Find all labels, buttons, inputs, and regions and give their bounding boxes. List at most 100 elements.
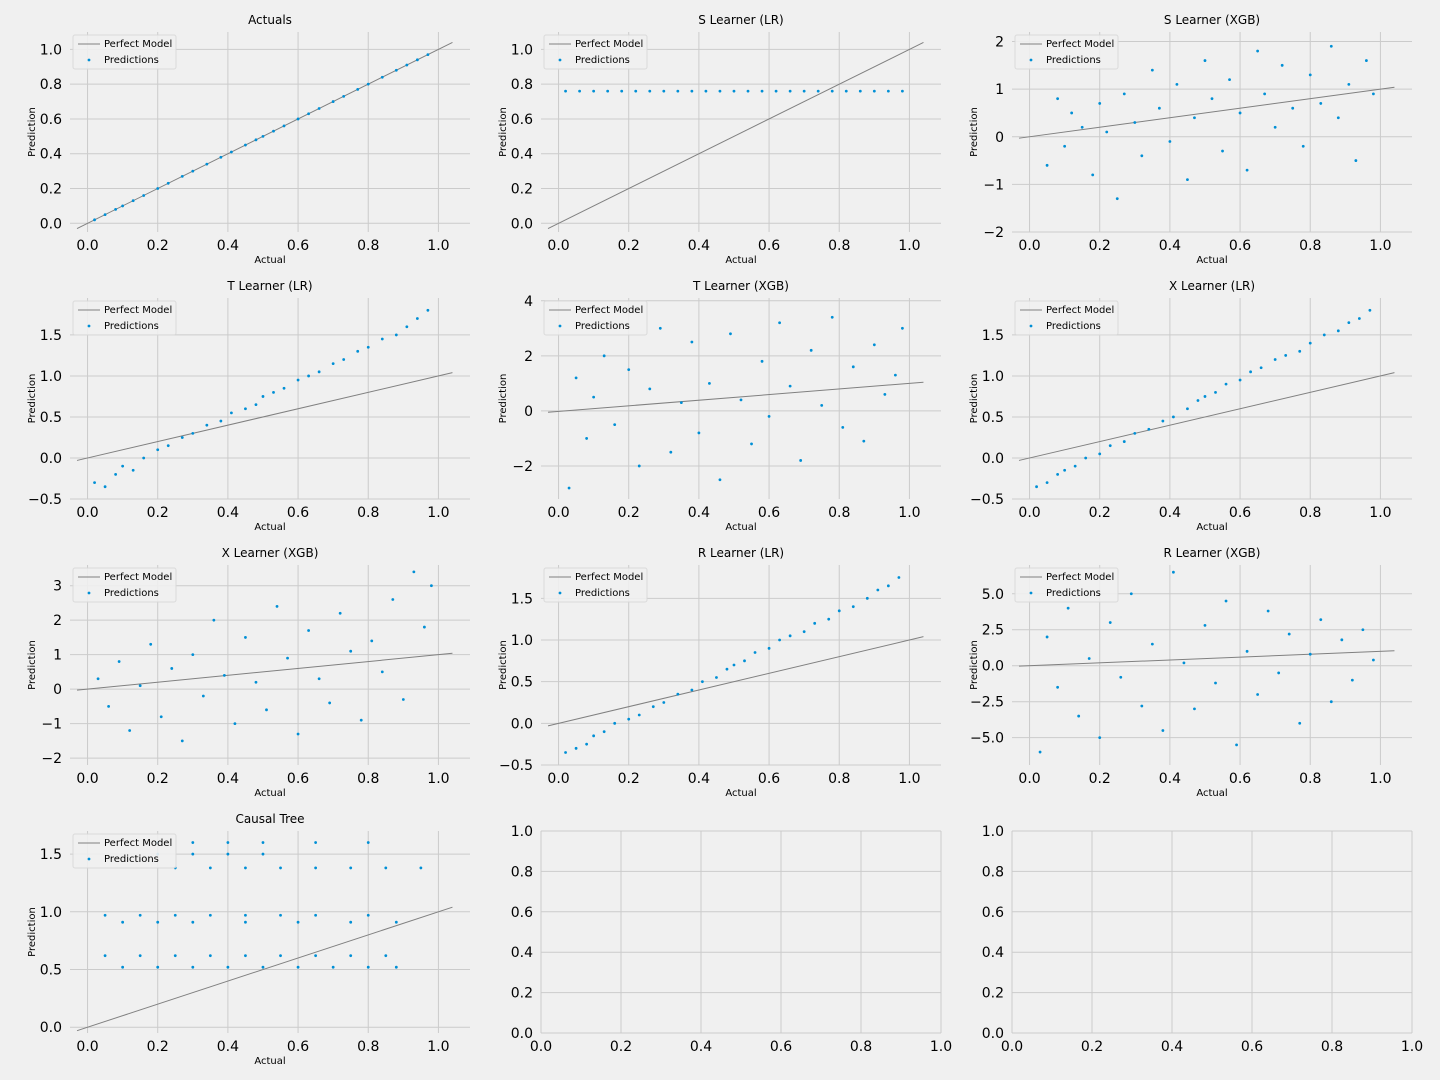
y-tick-label: 1.0 bbox=[511, 633, 533, 649]
x-tick-label: 0.6 bbox=[287, 771, 309, 787]
y-axis-label: Prediction bbox=[498, 107, 509, 157]
prediction-point bbox=[802, 89, 806, 93]
legend: Perfect Model Predictions bbox=[72, 833, 177, 869]
prediction-point bbox=[1161, 419, 1165, 423]
y-tick-label: −0.5 bbox=[28, 492, 62, 508]
prediction-point bbox=[1105, 130, 1109, 134]
prediction-point bbox=[366, 913, 370, 917]
perfect-model-line bbox=[547, 636, 924, 727]
prediction-point bbox=[401, 698, 405, 701]
prediction-point bbox=[275, 604, 279, 608]
legend-point-swatch bbox=[558, 58, 562, 62]
x-tick-label: 0.8 bbox=[828, 771, 850, 787]
x-tick-label: 1.0 bbox=[930, 1039, 952, 1055]
x-tick-label: 0.4 bbox=[217, 505, 239, 521]
prediction-point bbox=[317, 370, 321, 374]
prediction-point bbox=[1284, 354, 1288, 357]
prediction-point bbox=[1368, 308, 1372, 312]
prediction-point bbox=[1084, 456, 1088, 460]
prediction-point bbox=[585, 742, 589, 746]
y-tick-label: −2.5 bbox=[970, 695, 1004, 711]
prediction-point bbox=[261, 852, 265, 856]
prediction-point bbox=[230, 150, 233, 154]
prediction-point bbox=[690, 688, 694, 692]
prediction-point bbox=[349, 649, 353, 653]
legend: Perfect Model Predictions bbox=[72, 300, 177, 336]
prediction-point bbox=[314, 866, 318, 870]
chart-title: T Learner (XGB) bbox=[692, 279, 789, 293]
x-tick-label: 0.6 bbox=[287, 505, 309, 521]
y-tick-label: 1.0 bbox=[511, 824, 533, 840]
x-tick-label: 0.4 bbox=[690, 1039, 712, 1055]
prediction-point bbox=[1098, 452, 1102, 456]
prediction-point bbox=[149, 642, 153, 646]
prediction-point bbox=[296, 732, 300, 736]
legend: Perfect Model Predictions bbox=[1014, 300, 1119, 336]
prediction-point bbox=[282, 386, 286, 390]
y-tick-label: 0.0 bbox=[40, 451, 62, 467]
prediction-point bbox=[121, 965, 125, 969]
prediction-point bbox=[331, 965, 335, 969]
prediction-point bbox=[1122, 92, 1126, 96]
legend: Perfect Model Predictions bbox=[1014, 34, 1119, 70]
prediction-point bbox=[366, 965, 370, 969]
plot-marks bbox=[76, 41, 453, 229]
prediction-point bbox=[1063, 144, 1067, 148]
prediction-point bbox=[331, 362, 335, 366]
prediction-point bbox=[1129, 592, 1133, 596]
x-tick-label: 0.4 bbox=[217, 771, 239, 787]
y-tick-label: 0.0 bbox=[982, 659, 1004, 675]
prediction-point bbox=[1301, 144, 1305, 148]
prediction-point bbox=[1161, 729, 1165, 732]
prediction-point bbox=[296, 117, 300, 121]
y-tick-label: 0.0 bbox=[511, 1026, 533, 1042]
x-tick-label: 0.2 bbox=[147, 505, 169, 521]
x-tick-label: 0.6 bbox=[287, 1039, 309, 1055]
prediction-point bbox=[1045, 481, 1049, 484]
x-tick-label: 0.2 bbox=[1089, 771, 1111, 787]
prediction-point bbox=[788, 89, 792, 93]
y-tick-label: 1 bbox=[995, 82, 1004, 98]
chart-title: S Learner (XGB) bbox=[1164, 13, 1260, 27]
y-tick-label: 1.5 bbox=[511, 591, 533, 607]
prediction-point bbox=[830, 89, 834, 93]
y-tick-label: 1.0 bbox=[40, 369, 62, 385]
legend-label-predictions: Predictions bbox=[104, 321, 159, 332]
legend: Perfect Model Predictions bbox=[72, 567, 177, 603]
y-tick-label: 4 bbox=[524, 294, 533, 310]
prediction-point bbox=[173, 913, 177, 917]
prediction-point bbox=[128, 729, 132, 732]
chart-title: R Learner (XGB) bbox=[1164, 546, 1261, 560]
prediction-point bbox=[1350, 678, 1354, 682]
prediction-point bbox=[93, 218, 96, 222]
y-tick-label: 1.0 bbox=[40, 42, 62, 58]
perfect-model-line bbox=[76, 372, 453, 461]
prediction-point bbox=[1182, 661, 1186, 665]
y-tick-label: 1.5 bbox=[982, 328, 1004, 344]
legend-label-predictions: Predictions bbox=[104, 55, 159, 66]
chart-panel: 0.0 0.2 0.4 0.6 0.8 1.0 0.0 0.5 1.0 1.5 Causal Tre… bbox=[27, 812, 470, 1067]
prediction-point bbox=[1070, 111, 1074, 115]
legend-label-perfect-model: Perfect Model bbox=[104, 39, 172, 50]
legend-label-perfect-model: Perfect Model bbox=[575, 305, 643, 316]
prediction-point bbox=[261, 965, 265, 969]
prediction-point bbox=[697, 431, 701, 435]
prediction-point bbox=[191, 920, 195, 924]
prediction-point bbox=[1259, 366, 1263, 370]
prediction-point bbox=[1073, 464, 1077, 468]
y-tick-label: 5.0 bbox=[982, 587, 1004, 603]
y-tick-label: 0.4 bbox=[511, 945, 533, 961]
prediction-point bbox=[296, 378, 300, 382]
prediction-point bbox=[760, 359, 764, 363]
prediction-point bbox=[356, 87, 360, 91]
prediction-point bbox=[107, 704, 110, 708]
prediction-point bbox=[1280, 63, 1284, 67]
y-tick-label: −2 bbox=[983, 225, 1004, 241]
prediction-point bbox=[876, 588, 880, 592]
plot-marks bbox=[547, 576, 924, 754]
prediction-point bbox=[701, 680, 704, 684]
prediction-point bbox=[156, 920, 160, 924]
prediction-point bbox=[1287, 632, 1291, 636]
prediction-point bbox=[883, 392, 887, 396]
prediction-point bbox=[708, 381, 711, 385]
